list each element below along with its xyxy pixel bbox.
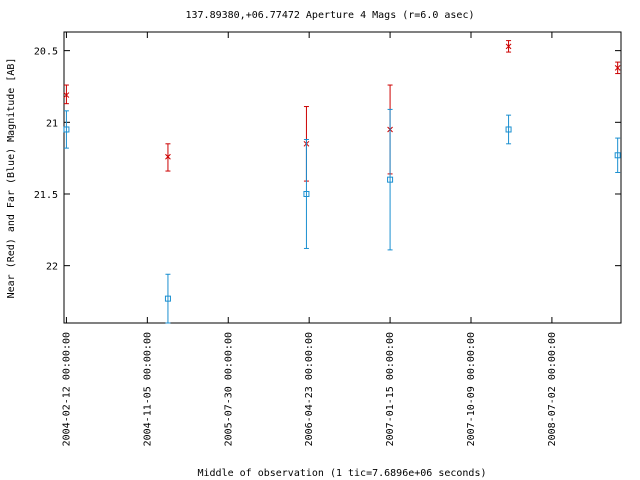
data-point-square — [505, 126, 512, 133]
x-tick-label: 2004-02-12 00:00:00 — [61, 332, 72, 446]
data-point-square — [303, 190, 310, 197]
y-tick-label: 20.5 — [34, 47, 58, 58]
data-point-square — [164, 295, 171, 302]
x-tick-label: 2005-07-30 00:00:00 — [223, 332, 234, 446]
data-marks — [63, 40, 621, 324]
series-0-group — [63, 40, 621, 182]
x-axis: 2004-02-12 00:00:00 2004-11-05 00:00:00 20… — [61, 32, 558, 446]
y-axis-label: Near (Red) and Far (Blue) Magnitude [AB] — [6, 58, 17, 299]
series-1-group — [63, 108, 621, 324]
x-axis-label: Middle of observation (1 tic=7.6896e+06 … — [198, 468, 487, 479]
data-point-x — [165, 153, 171, 160]
data-point-square — [387, 176, 394, 183]
data-point-x — [505, 43, 512, 50]
y-tick-label: 21 — [46, 118, 58, 129]
x-tick-label: 2007-01-15 00:00:00 — [385, 332, 396, 446]
y-tick-label: 22 — [46, 262, 58, 273]
data-point-x — [614, 64, 621, 71]
plot-frame — [63, 31, 622, 324]
y-tick-label: 21.5 — [34, 190, 58, 201]
x-tick-label: 2007-10-09 00:00:00 — [466, 332, 477, 446]
x-tick-label: 2004-11-05 00:00:00 — [142, 332, 153, 446]
data-point-x — [63, 92, 70, 98]
y-axis: 20.5 21 21.5 22 — [34, 47, 621, 273]
x-tick-label: 2008-07-02 00:00:00 — [547, 332, 558, 446]
x-tick-label: 2006-04-23 00:00:00 — [304, 332, 315, 446]
data-point-square — [63, 126, 70, 133]
data-point-square — [614, 152, 621, 159]
chart-title: 137.89380,+06.77472 Aperture 4 Mags (r=6… — [186, 10, 475, 21]
